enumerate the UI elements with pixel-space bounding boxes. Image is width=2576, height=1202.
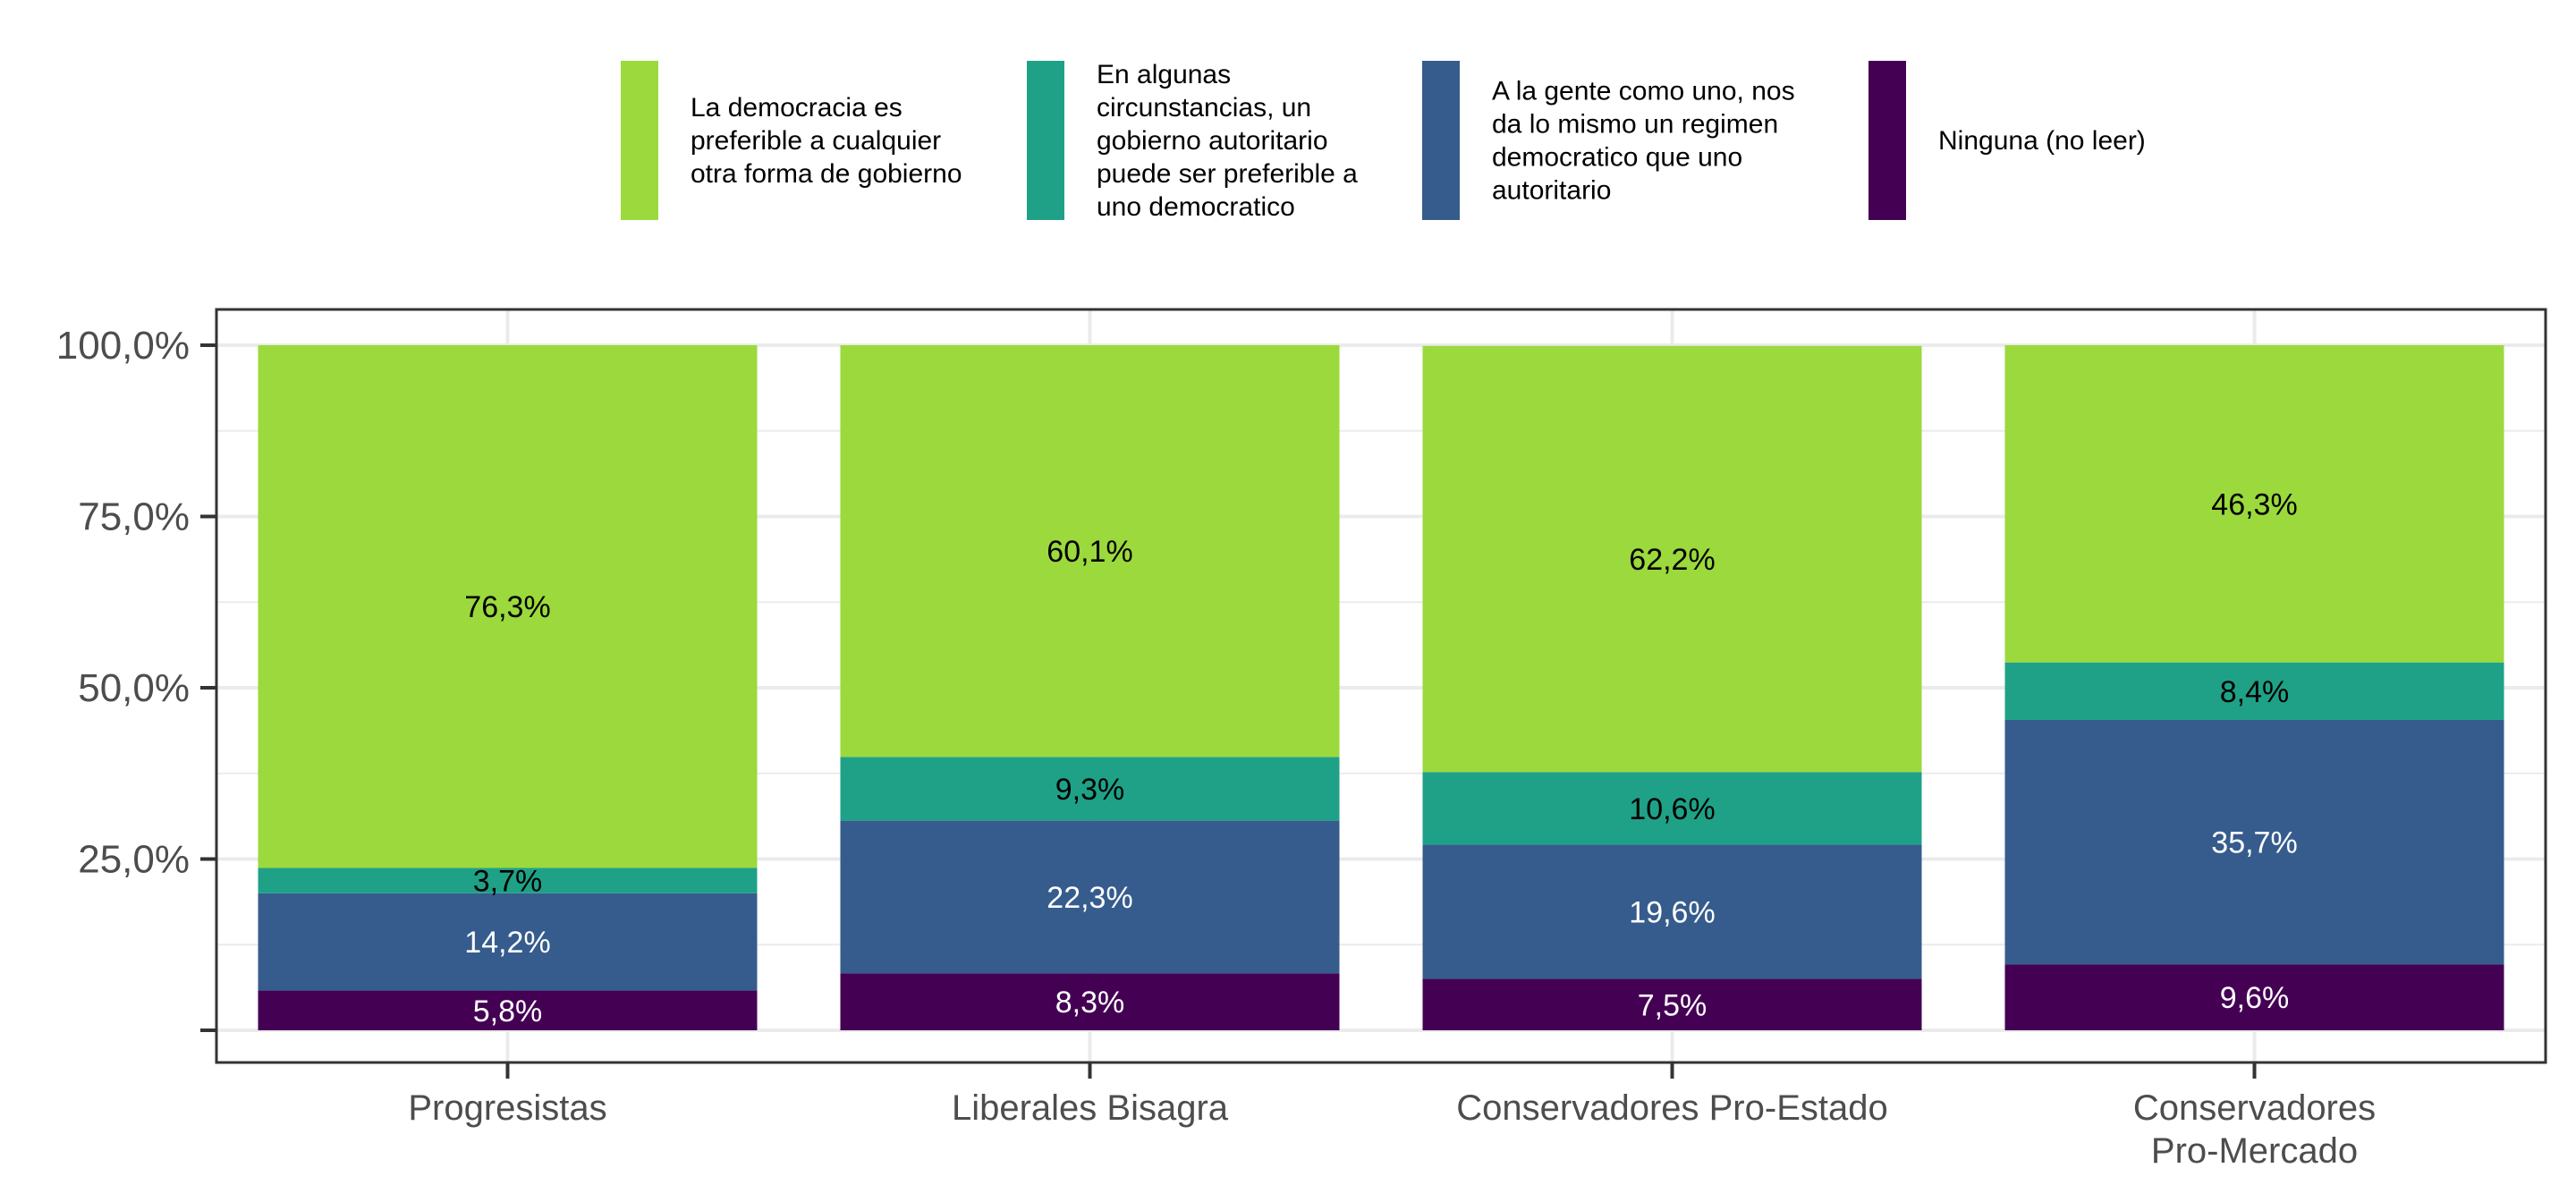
legend-key — [1868, 61, 1906, 220]
bar-segment — [258, 990, 758, 1030]
data-label: 14,2% — [464, 926, 550, 960]
data-label: 9,3% — [1055, 773, 1125, 807]
bar-segment — [840, 345, 1340, 758]
y-axis: 25,0% 50,0% 75,0% 100,0% — [56, 324, 216, 1032]
bar-segment — [1422, 844, 1922, 979]
data-label: 35,7% — [2211, 826, 2297, 860]
bar-segment — [2004, 964, 2504, 1030]
y-tick-label: 50,0% — [78, 666, 190, 710]
legend-item: En algunas circunstancias, un gobierno aut… — [1027, 60, 1358, 222]
x-axis: Progresistas Liberales Bisagra Conservador… — [408, 1062, 2376, 1171]
legend-item: Ninguna (no leer) — [1868, 61, 2146, 220]
x-tick-label: Progresistas — [408, 1088, 606, 1128]
bar-segment — [2004, 662, 2504, 721]
legend: La democracia es preferible a cualquier ot… — [621, 60, 2146, 222]
y-tick-label: 25,0% — [78, 838, 190, 882]
legend-label: Ninguna (no leer) — [1938, 126, 2146, 156]
bar-segment — [1422, 345, 1922, 773]
legend-label: La democracia es preferible a cualquier ot… — [691, 93, 962, 189]
data-label: 60,1% — [1046, 535, 1132, 569]
bar-segment — [258, 893, 758, 991]
bar-segment — [840, 757, 1340, 821]
bars — [258, 345, 2504, 1030]
bar-segment — [1422, 978, 1922, 1030]
bar-segment — [840, 973, 1340, 1030]
data-label: 7,5% — [1638, 988, 1707, 1022]
legend-key — [1027, 61, 1064, 220]
data-label: 19,6% — [1629, 895, 1715, 929]
legend-label: A la gente como uno, nos da lo mismo un r… — [1492, 77, 1795, 206]
bar-segment — [2004, 345, 2504, 663]
legend-item: La democracia es preferible a cualquier ot… — [621, 61, 962, 220]
data-label: 3,7% — [473, 865, 543, 899]
x-tick-label: Conservadores Pro-Mercado — [2133, 1088, 2376, 1171]
y-tick-label: 75,0% — [78, 495, 190, 539]
data-label: 5,8% — [473, 995, 543, 1028]
legend-key — [1422, 61, 1460, 220]
data-label: 76,3% — [464, 590, 550, 624]
legend-label: En algunas circunstancias, un gobierno aut… — [1097, 60, 1358, 222]
bar-segment — [1422, 772, 1922, 845]
y-tick-label: 100,0% — [56, 324, 190, 368]
bar-labels: 5,8% 14,2% 3,7% 76,3% 8,3% 22,3% 9,3% 60,1% 7,5%… — [464, 487, 2297, 1028]
x-tick-label: Liberales Bisagra — [952, 1088, 1229, 1128]
data-label: 8,4% — [2220, 675, 2290, 709]
bar-segment — [258, 868, 758, 893]
x-tick-label: Conservadores Pro-Estado — [1456, 1088, 1887, 1128]
data-label: 10,6% — [1629, 792, 1715, 826]
data-label: 22,3% — [1046, 881, 1132, 915]
data-label: 46,3% — [2211, 487, 2297, 521]
data-label: 9,6% — [2220, 981, 2290, 1015]
data-label: 8,3% — [1055, 986, 1125, 1020]
bar-segment — [2004, 720, 2504, 965]
data-label: 62,2% — [1629, 543, 1715, 577]
legend-item: A la gente como uno, nos da lo mismo un r… — [1422, 61, 1795, 220]
legend-key — [621, 61, 658, 220]
bar-segment — [258, 345, 758, 868]
bar-segment — [840, 820, 1340, 974]
